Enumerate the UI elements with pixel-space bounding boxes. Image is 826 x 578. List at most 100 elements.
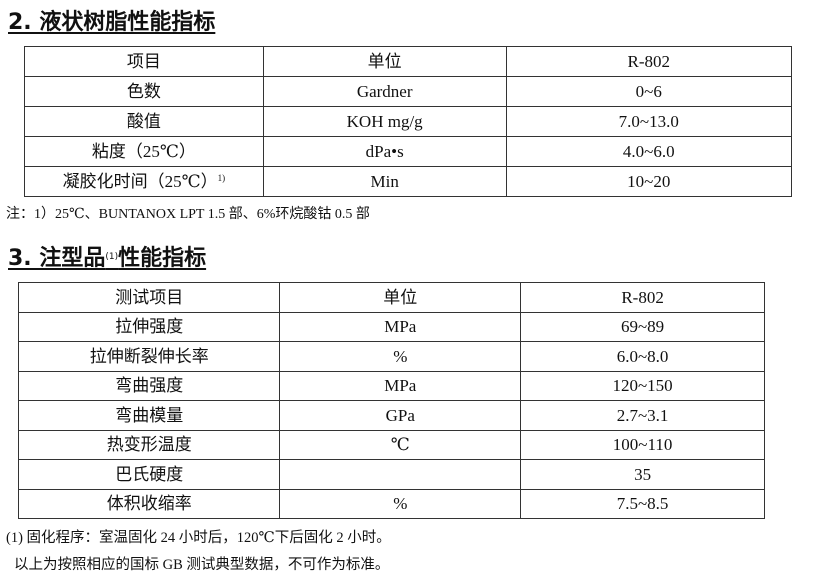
cell-text: 拉伸强度 [115,317,184,337]
table-cell: 巴氏硬度 [17,459,281,490]
cell-text: 2.7~3.1 [616,405,669,425]
cell-text: 100~110 [612,435,673,455]
cell-text: 10~20 [627,172,671,191]
cell-text: 体积收缩率 [106,494,192,514]
table-cell: 100~110 [520,429,765,460]
table-row: 弯曲模量 GPa 2.7~3.1 [17,400,765,431]
footnote-marker: 1) [217,173,226,183]
cell-text: 凝胶化时间（25℃） [62,172,218,191]
cell-text: GPa [385,405,415,425]
table-row: 酸值 KOH mg/g 7.0~13.0 [24,106,793,137]
table-header-row: 测试项目 单位 R-802 [17,282,765,313]
cell-text: 弯曲强度 [115,376,184,396]
title-text-rest: 性能指标 [118,246,207,271]
table-cell: Gardner [262,76,507,107]
cell-text: Gardner [356,82,413,101]
table-row: 弯曲强度 MPa 120~150 [17,370,765,401]
table-cell: 项目 [24,46,264,77]
table-row: 凝胶化时间（25℃）1) Min 10~20 [24,166,793,197]
table-cell: 色数 [24,76,264,107]
cell-text: 单位 [367,52,402,71]
cell-text: 酸值 [126,112,161,131]
table-cell: MPa [279,370,522,401]
cell-text: 7.0~13.0 [618,112,679,131]
cell-text: ℃ [390,435,410,455]
cell-text: 69~89 [620,317,665,337]
table-cell: 4.0~6.0 [505,136,793,167]
table-cell: 酸值 [24,106,264,137]
table-cell: 测试项目 [17,282,281,313]
section2-note: 注：1）25℃、BUNTANOX LPT 1.5 部、6%环烷酸钴 0.5 部 [6,207,370,222]
table-cell: R-802 [520,282,765,313]
table-row: 巴氏硬度 35 [17,459,765,490]
title-footnote: (1) [105,252,119,262]
table-cell: 7.0~13.0 [505,106,793,137]
cell-text: 热变形温度 [106,435,192,455]
table-cell: Min [262,166,507,197]
table-cell: 弯曲模量 [17,400,281,431]
table-cell: ℃ [279,429,522,460]
table-cell: 7.5~8.5 [520,488,765,519]
table-cell: 凝胶化时间（25℃）1) [24,166,264,197]
cell-text: R-802 [621,287,664,307]
cell-text: R-802 [627,52,671,71]
table-cell: 单位 [262,46,507,77]
section3-note1: (1) 固化程序：室温固化 24 小时后，120℃下后固化 2 小时。 [6,530,391,546]
cell-text: 120~150 [612,376,673,396]
table-row: 体积收缩率% 7.5~8.5 [17,488,765,519]
table-cell: 6.0~8.0 [520,341,765,372]
table-cell: 热变形温度 [17,429,281,460]
table-cell: 120~150 [520,370,765,401]
section3-title: 3. 注型品(1)性能指标 [8,240,206,272]
table-cell: % [279,341,522,372]
table-cell: KOH mg/g [262,106,507,137]
section2-title: 2. 液状树脂性能指标 [8,10,216,35]
cell-text: MPa [384,317,417,337]
cell-text: 测试项目 [115,287,184,307]
cell-text: Min [370,172,399,191]
cell-text: dPa•s [365,142,404,161]
cell-text: MPa [384,376,417,396]
title-text: 3. 注型品 [8,246,106,271]
table-cell: 35 [520,459,765,490]
table-row: 拉伸断裂伸长率% 6.0~8.0 [17,341,765,372]
cell-text: 单位 [383,287,418,307]
table-cell: 体积收缩率 [17,488,281,519]
cell-text: 色数 [126,82,161,101]
cell-text: % [393,346,408,366]
table-cell [279,459,522,490]
table-cell: dPa•s [262,136,507,167]
table-row: 拉伸强度 MPa 69~89 [17,311,765,342]
cell-text: 粘度（25℃） [91,142,196,161]
section3-note2: 以上为按照相应的国标 GB 测试典型数据，不可作为标准。 [14,557,390,573]
table-cell: GPa [279,400,522,431]
table-cell: 10~20 [505,166,793,197]
cell-text: 巴氏硬度 [115,464,184,484]
cell-text: 7.5~8.5 [616,494,669,514]
table-cell: 2.7~3.1 [520,400,765,431]
cell-text: 4.0~6.0 [622,142,675,161]
table-cell: R-802 [505,46,793,77]
table-cell: 拉伸强度 [17,311,281,342]
table-cell: MPa [279,311,522,342]
cell-text: 6.0~8.0 [616,346,669,366]
cast-properties-table: 测试项目 单位 R-802 拉伸强度 MPa 69~89 拉伸断裂伸长率% 6.0~8.0 弯曲… [17,282,765,519]
table-cell: 弯曲强度 [17,370,281,401]
table-row: 粘度（25℃） dPa•s 4.0~6.0 [24,136,793,167]
table-cell: % [279,488,522,519]
table-row: 热变形温度 ℃ 100~110 [17,429,765,460]
cell-text: 拉伸断裂伸长率 [89,346,209,366]
table-cell: 69~89 [520,311,765,342]
table-row: 色数 Gardner 0~6 [24,76,793,107]
cell-text: 35 [634,464,652,484]
table-cell: 0~6 [505,76,793,107]
liquid-resin-table: 项目 单位 R-802 色数 Gardner 0~6 酸值 KOH mg/g 7.0~13.0 粘… [24,46,793,197]
cell-text: 0~6 [635,82,662,101]
table-cell: 拉伸断裂伸长率 [17,341,281,372]
table-header-row: 项目 单位 R-802 [24,46,793,77]
cell-text: 项目 [126,52,161,71]
cell-text: KOH mg/g [346,112,423,131]
table-cell: 粘度（25℃） [24,136,264,167]
cell-text: 弯曲模量 [115,405,184,425]
table-cell: 单位 [279,282,522,313]
